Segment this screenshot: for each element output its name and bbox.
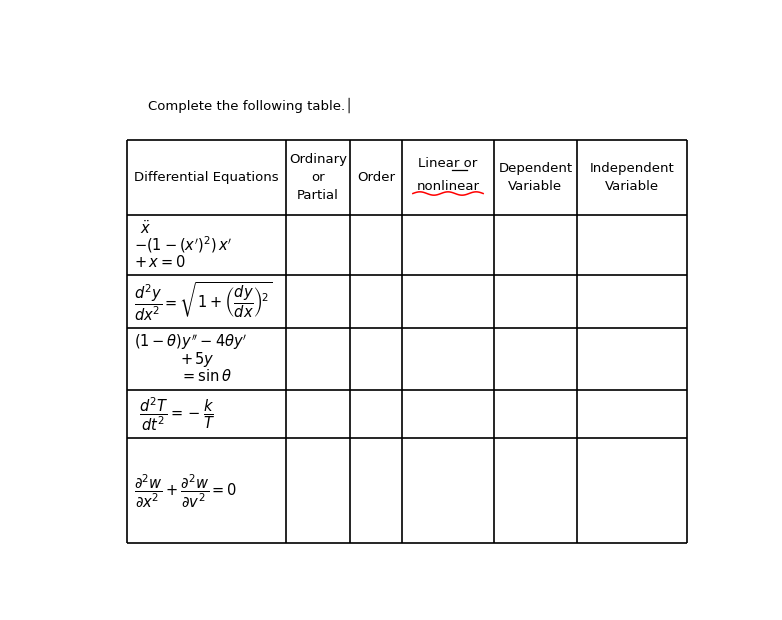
Text: $\dfrac{d^2T}{dt^2} = -\dfrac{k}{T}$: $\dfrac{d^2T}{dt^2} = -\dfrac{k}{T}$ [139, 395, 215, 433]
Text: Linear or: Linear or [418, 157, 478, 170]
Text: $\ddot{x}$: $\ddot{x}$ [140, 219, 152, 237]
Text: Independent
Variable: Independent Variable [590, 162, 674, 193]
Text: nonlinear: nonlinear [417, 180, 479, 193]
Text: $+\,x = 0$: $+\,x = 0$ [135, 254, 185, 270]
Text: $\dfrac{\partial^2 w}{\partial x^2} + \dfrac{\partial^2 w}{\partial v^2} = 0$: $\dfrac{\partial^2 w}{\partial x^2} + \d… [135, 472, 237, 510]
Text: $+\,5y$: $+\,5y$ [180, 350, 214, 368]
Text: Order: Order [357, 171, 395, 184]
Text: Differential Equations: Differential Equations [135, 171, 279, 184]
Text: Ordinary
or
Partial: Ordinary or Partial [289, 153, 347, 202]
Text: $=\sin\theta$: $=\sin\theta$ [180, 368, 231, 384]
Text: $-(1-(x')^2)\,x'$: $-(1-(x')^2)\,x'$ [135, 235, 233, 255]
Text: Dependent
Variable: Dependent Variable [498, 162, 572, 193]
Text: Complete the following table.│: Complete the following table.│ [148, 98, 353, 113]
Text: $\dfrac{d^2y}{dx^2} = \sqrt{1+\left(\dfrac{dy}{dx}\right)^{\!2}}$: $\dfrac{d^2y}{dx^2} = \sqrt{1+\left(\dfr… [135, 280, 272, 323]
Text: $(1-\theta)y'' - 4\theta y'$: $(1-\theta)y'' - 4\theta y'$ [135, 333, 247, 352]
